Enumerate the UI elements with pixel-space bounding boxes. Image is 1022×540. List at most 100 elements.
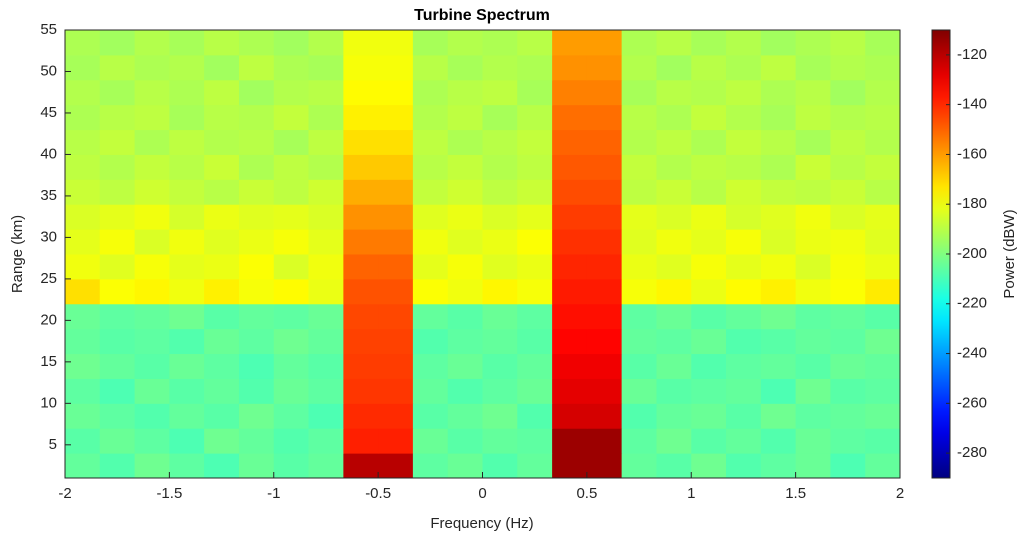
x-tick-label: -2	[58, 485, 71, 502]
heatmap-cell	[343, 278, 379, 305]
heatmap-cell	[99, 179, 136, 205]
heatmap-cell	[378, 104, 414, 131]
heatmap-cell	[99, 403, 136, 429]
heatmap-cell	[726, 428, 762, 454]
heatmap-cell	[65, 79, 101, 106]
heatmap-cell	[99, 79, 136, 106]
heatmap-cell	[656, 453, 692, 479]
heatmap-cell	[204, 254, 240, 280]
heatmap-cell	[134, 453, 170, 479]
heatmap-cell	[795, 30, 831, 56]
heatmap-cell	[134, 303, 170, 330]
heatmap-cell	[517, 278, 553, 305]
heatmap-cell	[830, 79, 866, 106]
heatmap-cell	[99, 278, 136, 305]
heatmap-cell	[273, 378, 310, 404]
heatmap-cell	[134, 254, 170, 280]
heatmap-cell	[586, 204, 623, 230]
heatmap-cell	[412, 154, 449, 180]
heatmap-cell	[795, 104, 831, 131]
heatmap-cell	[830, 229, 866, 255]
heatmap-cell	[656, 204, 692, 230]
heatmap-cell	[795, 453, 831, 479]
heatmap-cell	[343, 229, 379, 255]
heatmap-cell	[865, 229, 901, 255]
heatmap-cell	[586, 378, 623, 404]
heatmap-cell	[343, 428, 379, 454]
heatmap-cell	[760, 378, 797, 404]
colorbar-tick-label: -280	[957, 444, 987, 461]
heatmap-cell	[273, 254, 310, 280]
heatmap-cell	[691, 129, 727, 155]
heatmap-cell	[656, 254, 692, 280]
heatmap-cell	[65, 428, 101, 454]
heatmap-cell	[99, 104, 136, 131]
heatmap-cell	[65, 204, 101, 230]
heatmap-cell	[308, 204, 344, 230]
heatmap-cell	[134, 328, 170, 355]
heatmap-cell	[308, 129, 344, 155]
heatmap-cell	[795, 403, 831, 429]
heatmap-cell	[343, 179, 379, 205]
heatmap-cell	[447, 453, 483, 479]
heatmap-cell	[726, 179, 762, 205]
heatmap-cell	[134, 229, 170, 255]
heatmap-cell	[795, 378, 831, 404]
heatmap-cell	[552, 79, 588, 106]
heatmap-cell	[238, 378, 275, 404]
heatmap-cell	[308, 328, 344, 355]
heatmap-cell	[586, 328, 623, 355]
heatmap-cell	[865, 79, 901, 106]
heatmap-cell	[343, 254, 379, 280]
heatmap-cell	[343, 378, 379, 404]
heatmap-cell	[795, 229, 831, 255]
heatmap-cell	[238, 229, 275, 255]
heatmap-cell	[308, 278, 344, 305]
heatmap-cell	[378, 378, 414, 404]
heatmap-cell	[656, 378, 692, 404]
heatmap-cell	[447, 378, 483, 404]
heatmap-cell	[795, 129, 831, 155]
heatmap-cell	[517, 254, 553, 280]
heatmap-cell	[830, 303, 866, 330]
heatmap-cell	[204, 353, 240, 379]
heatmap-cell	[482, 129, 518, 155]
heatmap-cell	[621, 204, 657, 230]
heatmap-cell	[726, 129, 762, 155]
heatmap-cell	[656, 154, 692, 180]
heatmap-cell	[65, 353, 101, 379]
heatmap-cell	[412, 104, 449, 131]
heatmap-cell	[308, 154, 344, 180]
heatmap-cell	[134, 428, 170, 454]
heatmap-cell	[343, 353, 379, 379]
x-tick-label: 1	[687, 485, 695, 502]
heatmap-cell	[865, 328, 901, 355]
heatmap-cell	[169, 179, 205, 205]
heatmap-cell	[621, 353, 657, 379]
heatmap-cell	[378, 403, 414, 429]
heatmap-cell	[656, 54, 692, 81]
heatmap-cell	[830, 104, 866, 131]
heatmap-cell	[795, 303, 831, 330]
heatmap-cell	[795, 154, 831, 180]
heatmap-cell	[760, 79, 797, 106]
heatmap-cell	[273, 104, 310, 131]
heatmap-cell	[412, 254, 449, 280]
heatmap-cell	[517, 428, 553, 454]
heatmap-cell	[691, 428, 727, 454]
heatmap-cell	[412, 353, 449, 379]
y-tick-label: 25	[40, 270, 57, 287]
heatmap-cell	[204, 179, 240, 205]
heatmap-cell	[552, 204, 588, 230]
y-tick-label: 20	[40, 311, 57, 328]
y-tick-label: 40	[40, 145, 57, 162]
colorbar-label: Power (dBW)	[1001, 209, 1018, 298]
heatmap-cell	[517, 30, 553, 56]
heatmap-cell	[238, 303, 275, 330]
heatmap-cell	[134, 403, 170, 429]
heatmap-cell	[204, 79, 240, 106]
heatmap-cell	[308, 254, 344, 280]
heatmap-cell	[726, 54, 762, 81]
heatmap-cell	[308, 378, 344, 404]
heatmap-cell	[517, 403, 553, 429]
